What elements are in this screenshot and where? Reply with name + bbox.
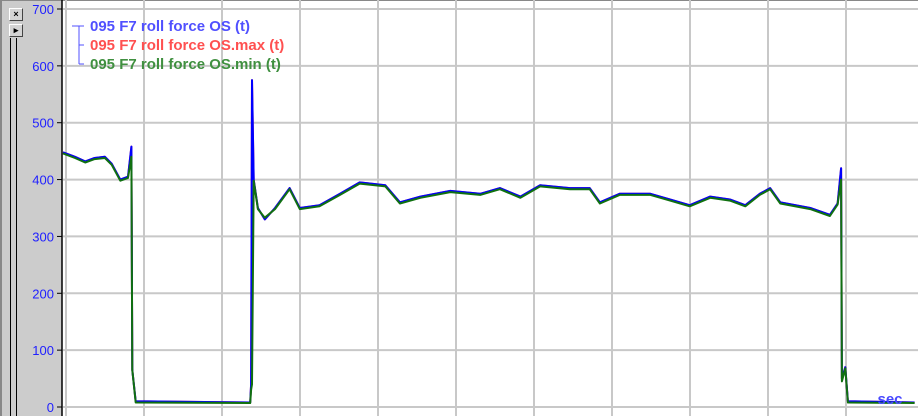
y-tick-label: 300 [32, 229, 54, 244]
scrollbar-track-edge [16, 38, 17, 416]
y-tick-label: 600 [32, 59, 54, 74]
legend-bracket [72, 25, 84, 65]
series-line-1 [62, 79, 915, 404]
left-panel: × ▸ [0, 0, 62, 416]
y-tick-label: 0 [47, 400, 54, 415]
expand-icon[interactable]: ▸ [9, 24, 23, 37]
y-tick-label: 500 [32, 116, 54, 131]
legend-entry: 095 F7 roll force OS.max (t) [90, 37, 284, 54]
close-icon[interactable]: × [9, 8, 23, 21]
y-tick-label: 400 [32, 173, 54, 188]
series-line-0 [62, 79, 915, 404]
y-tick-label: 700 [32, 2, 54, 17]
legend-entry: 095 F7 roll force OS (t) [90, 18, 250, 35]
scrollbar-track[interactable] [10, 38, 11, 416]
top-border [0, 0, 918, 1]
legend-entry: 095 F7 roll force OS.min (t) [90, 56, 281, 73]
y-tick-label: 100 [32, 343, 54, 358]
series-line-2 [62, 152, 915, 404]
y-tick-label: 200 [32, 286, 54, 301]
x-axis-label: sec [877, 391, 902, 408]
